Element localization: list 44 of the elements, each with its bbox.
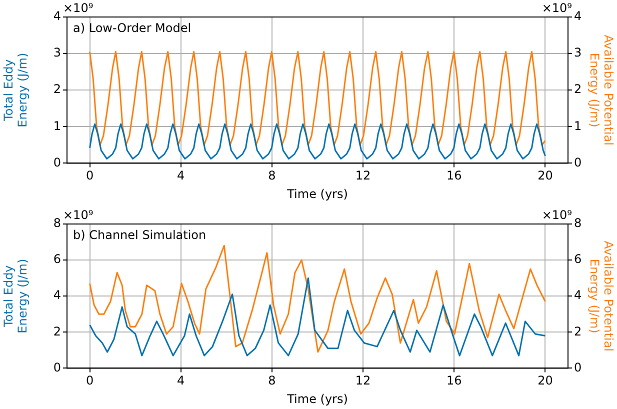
y-tick-label: 2 (53, 324, 61, 338)
y2-tick-label: 8 (574, 216, 582, 230)
y2-axis-title: Available Potential Energy (J/m) (587, 240, 616, 352)
y2-tick-label: 4 (574, 288, 582, 302)
y-tick-label: 0 (53, 360, 61, 374)
x-tick-label: 4 (177, 374, 185, 388)
y2-tick-label: 2 (574, 324, 582, 338)
y2-axis-title: Available Potential Energy (J/m) (587, 34, 616, 146)
text: ×10⁹ (542, 1, 572, 16)
text: ×10⁹ (63, 208, 94, 222)
chart-title: a) Low-Order Model (73, 21, 192, 36)
y-tick-label: 4 (53, 9, 61, 24)
y-axis-title: Total Eddy Energy (J/m) (1, 258, 30, 334)
y2-tick-label: 3 (574, 46, 582, 60)
y2-tick-label: 4 (574, 9, 582, 24)
y-axis-title: Total Eddy Energy (J/m) (1, 52, 30, 128)
y-tick-label: 4 (53, 288, 61, 302)
y2-tick-label: 2 (574, 82, 582, 96)
x-tick-label: 0 (86, 374, 94, 388)
y2-tick-label: 6 (574, 252, 582, 266)
x-tick-label: 16 (446, 168, 462, 183)
y2-tick-label: 1 (574, 118, 582, 133)
y-tick-label: 2 (53, 82, 61, 96)
y2-tick-label: 0 (574, 155, 582, 170)
x-axis-title: Time (yrs) (286, 186, 348, 201)
x-tick-label: 8 (268, 374, 276, 388)
x-tick-label: 12 (355, 374, 371, 388)
x-tick-label: 8 (268, 168, 276, 183)
x-tick-label: 4 (177, 168, 185, 183)
x-tick-label: 12 (355, 168, 371, 183)
y-tick-label: 0 (53, 155, 61, 170)
y2-tick-label: 0 (574, 360, 582, 374)
x-axis-title: Time (yrs) (286, 392, 348, 406)
text: ×10⁹ (63, 1, 94, 16)
x-tick-label: 20 (538, 374, 553, 388)
text: ×10⁹ (542, 208, 572, 222)
y-tick-label: 6 (53, 252, 61, 266)
y-tick-label: 3 (53, 46, 61, 60)
x-tick-label: 20 (538, 168, 553, 183)
y-tick-label: 1 (53, 118, 61, 133)
x-tick-label: 0 (86, 168, 94, 183)
chart-title: b) Channel Simulation (73, 228, 206, 242)
x-tick-label: 16 (446, 374, 462, 388)
y-tick-label: 8 (53, 216, 61, 230)
